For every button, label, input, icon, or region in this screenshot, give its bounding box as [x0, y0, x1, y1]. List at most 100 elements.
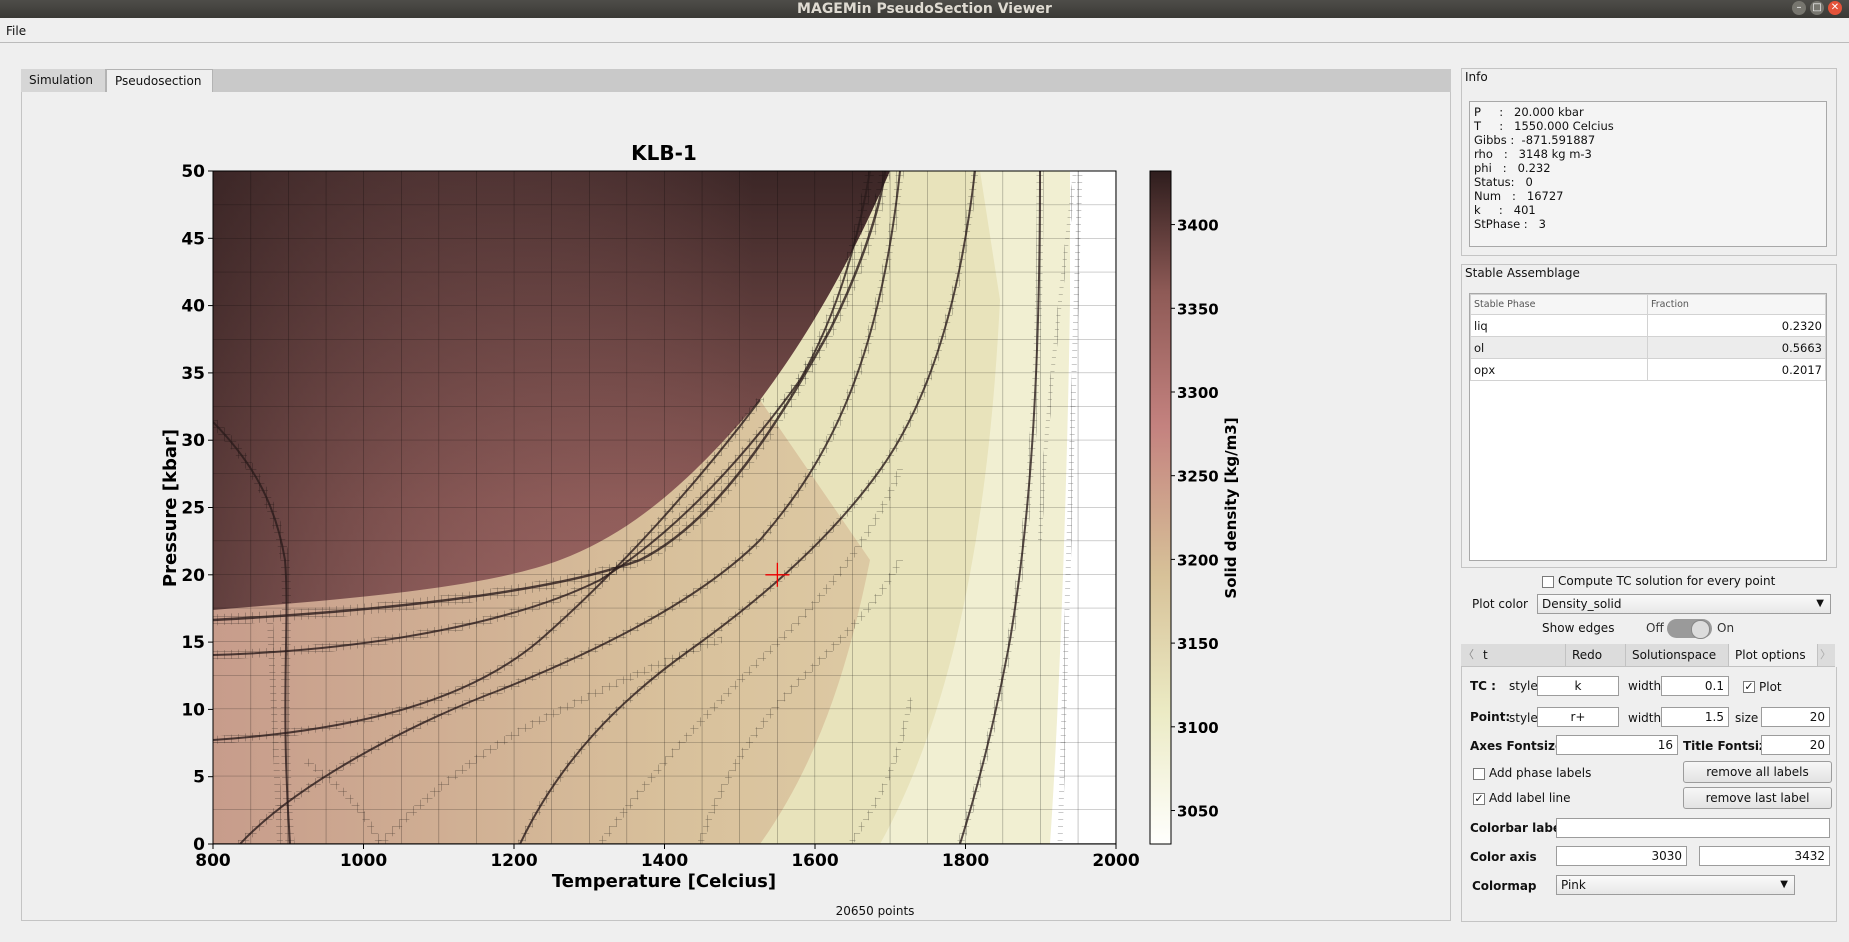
info-box: P : 20.000 kbar T : 1550.000 Celcius Gibbs…	[1469, 101, 1827, 247]
pseudosection-plot[interactable]: 800 1000 1200 1400 1600 1800 2000 0 5 10 15 20 25 30…	[0, 0, 1460, 900]
colorbar-tick-label: 3050	[1177, 803, 1219, 821]
compute-tc-checkbox[interactable]	[1542, 576, 1554, 588]
tab-pseudosection[interactable]: Pseudosection	[106, 69, 213, 94]
remove-last-label-button[interactable]: remove last label	[1683, 787, 1832, 809]
point-style-label: style	[1509, 711, 1538, 725]
y-tick-label: 0	[193, 835, 205, 855]
tab-plot-options[interactable]: Plot options	[1729, 644, 1818, 666]
maximize-icon[interactable]: □	[1810, 1, 1824, 15]
colorbar-tick-label: 3200	[1177, 551, 1219, 569]
point-size-input[interactable]: 20	[1761, 707, 1830, 727]
colorbar-label-label: Colorbar label	[1470, 821, 1566, 835]
chevron-down-icon: ▼	[1780, 879, 1788, 890]
point-size-label: size	[1735, 711, 1759, 725]
phase-boundary-cores	[213, 171, 1041, 844]
menu-bar	[0, 18, 1849, 43]
x-tick-label: 1600	[791, 851, 838, 871]
x-tick-label: 1200	[490, 851, 537, 871]
fraction-cell: 0.5663	[1647, 336, 1826, 359]
point-label: Point:	[1470, 710, 1511, 724]
chevron-left-icon[interactable]: 〈	[1463, 648, 1474, 661]
colorbar-tick-label: 3300	[1177, 384, 1219, 402]
chevron-right-icon[interactable]: 〉	[1820, 648, 1831, 661]
colorbar	[1149, 170, 1172, 845]
tc-width-input[interactable]: 0.1	[1661, 676, 1729, 696]
tab-solutionspace[interactable]: Solutionspace	[1626, 644, 1729, 666]
tc-width-label: width	[1628, 679, 1662, 693]
tc-style-label: style	[1509, 679, 1538, 693]
title-fontsize-label: Title Fontsize	[1683, 739, 1775, 753]
plot-color-label: Plot color	[1472, 597, 1528, 611]
y-axis-label: Pressure [kbar]	[160, 429, 181, 587]
remove-all-labels-button[interactable]: remove all labels	[1683, 761, 1832, 783]
colorbar-tick-label: 3400	[1177, 217, 1219, 235]
table-row[interactable]: ol 0.5663	[1470, 336, 1826, 359]
col-stable-phase[interactable]: Stable Phase	[1470, 294, 1648, 315]
y-tick-label: 35	[181, 364, 205, 384]
y-tick-label: 5	[193, 768, 205, 788]
plot-title: KLB-1	[631, 141, 697, 165]
table-row[interactable]: liq 0.2320	[1470, 314, 1826, 337]
show-edges-label: Show edges	[1542, 621, 1615, 635]
color-axis-min-input[interactable]: 3030	[1556, 846, 1687, 866]
table-row[interactable]: opx 0.2017	[1470, 358, 1826, 381]
info-title: Info	[1465, 70, 1488, 84]
phase-cell: liq	[1470, 314, 1648, 337]
tab-simulation[interactable]: Simulation	[21, 69, 106, 92]
window-title: MAGEMin PseudoSection Viewer	[797, 1, 1052, 17]
add-label-line-checkbox[interactable]: ✓	[1473, 792, 1485, 805]
window-titlebar: MAGEMin PseudoSection Viewer	[0, 0, 1849, 18]
y-tick-label: 15	[181, 633, 205, 653]
menu-file[interactable]: File	[6, 24, 27, 38]
x-tick-label: 1000	[340, 851, 387, 871]
info-line: phi : 0.232	[1474, 161, 1551, 175]
colormap-select[interactable]: Pink ▼	[1556, 875, 1795, 895]
title-fontsize-input[interactable]: 20	[1761, 735, 1830, 755]
color-axis-max-input[interactable]: 3432	[1699, 846, 1830, 866]
point-width-input[interactable]: 1.5	[1661, 707, 1729, 727]
close-icon[interactable]: ✕	[1828, 1, 1842, 15]
axes-fontsize-label: Axes Fontsize	[1470, 739, 1564, 753]
assemblage-table[interactable]: Stable Phase Fraction liq 0.2320 ol 0.5663 o…	[1469, 293, 1827, 561]
y-tick-label: 50	[181, 162, 205, 182]
fraction-cell: 0.2320	[1647, 314, 1826, 337]
assemblage-title: Stable Assemblage	[1465, 266, 1580, 280]
tc-plot-label: Plot	[1759, 680, 1782, 694]
y-tick-label: 30	[181, 431, 205, 451]
colorbar-label: Solid density [kg/m3]	[1222, 417, 1240, 598]
heatmap-area	[213, 171, 1116, 844]
fraction-cell: 0.2017	[1647, 358, 1826, 381]
minimize-icon[interactable]: –	[1792, 1, 1806, 15]
info-line: k : 401	[1474, 203, 1536, 217]
tc-plot-checkbox[interactable]: ✓	[1743, 680, 1755, 693]
tab-strip	[21, 69, 1451, 93]
chevron-down-icon: ▼	[1816, 598, 1824, 609]
point-width-label: width	[1628, 711, 1662, 725]
plot-color-select[interactable]: Density_solid ▼	[1537, 594, 1831, 614]
colorbar-tick-label: 3350	[1177, 300, 1219, 318]
info-line: Status: 0	[1474, 175, 1533, 189]
point-style-input[interactable]: r+	[1537, 707, 1619, 727]
tc-style-input[interactable]: k	[1537, 676, 1619, 696]
tab-boundaries[interactable]: t Boundaries	[1477, 644, 1566, 684]
y-axis: 0 5 10 15 20 25 30 35 40 45 50	[181, 162, 213, 855]
info-line: StPhase : 3	[1474, 217, 1546, 231]
axes-fontsize-input[interactable]: 16	[1556, 735, 1678, 755]
info-line: Num : 16727	[1474, 189, 1564, 203]
colorbar-label-input[interactable]	[1556, 818, 1830, 838]
tab-redo[interactable]: Redo	[1566, 644, 1626, 666]
colormap-label: Colormap	[1472, 879, 1537, 893]
y-tick-label: 20	[181, 566, 205, 586]
show-edges-toggle[interactable]	[1667, 619, 1712, 639]
x-tick-label: 2000	[1092, 851, 1139, 871]
col-fraction[interactable]: Fraction	[1647, 294, 1826, 315]
add-phase-labels-checkbox[interactable]	[1473, 768, 1485, 780]
y-tick-label: 40	[181, 297, 205, 317]
colorbar-ticks: 3050 3100 3150 3200 3250 3300 3350 3400	[1171, 217, 1219, 821]
toggle-on-label: On	[1717, 621, 1735, 635]
plot-color-value: Density_solid	[1542, 597, 1622, 611]
colorbar-tick-label: 3250	[1177, 468, 1219, 486]
colormap-value: Pink	[1561, 878, 1586, 892]
add-label-line-label: Add label line	[1489, 791, 1571, 805]
colorbar-tick-label: 3150	[1177, 635, 1219, 653]
